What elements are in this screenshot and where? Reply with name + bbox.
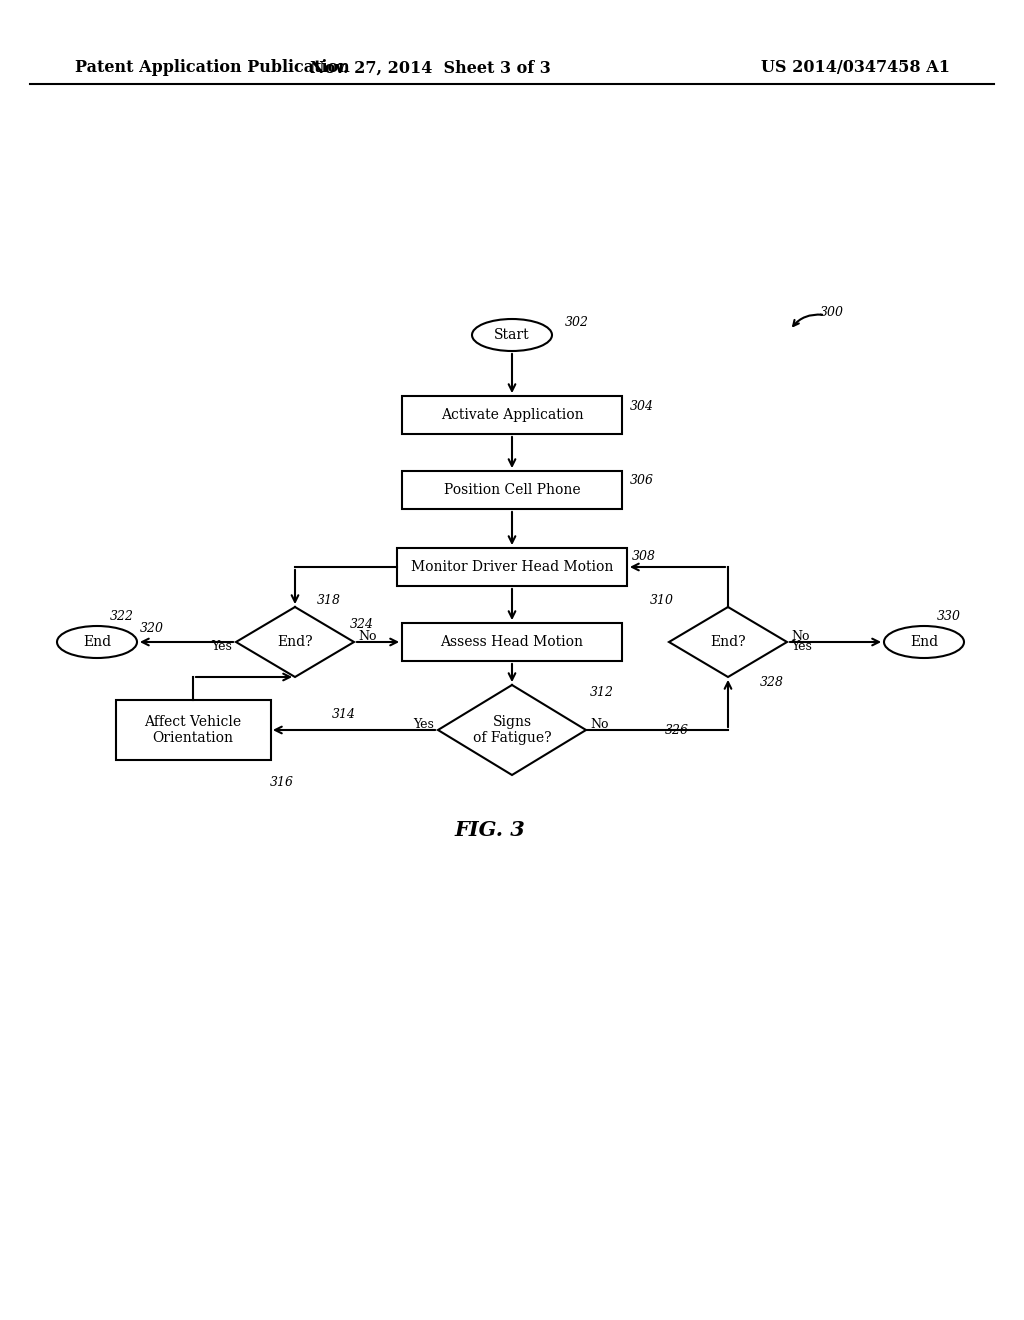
Bar — [402, 471, 622, 510]
Text: 316: 316 — [270, 776, 294, 789]
Ellipse shape — [472, 319, 552, 351]
Bar — [402, 623, 622, 661]
Ellipse shape — [57, 626, 137, 657]
Text: 304: 304 — [630, 400, 654, 412]
Text: 308: 308 — [632, 549, 656, 562]
Text: 324: 324 — [350, 619, 374, 631]
Polygon shape — [669, 607, 787, 677]
Text: US 2014/0347458 A1: US 2014/0347458 A1 — [761, 59, 950, 77]
Text: End?: End? — [278, 635, 312, 649]
Text: 318: 318 — [317, 594, 341, 607]
Text: 302: 302 — [565, 317, 589, 330]
Text: Activate Application: Activate Application — [440, 408, 584, 422]
Text: Start: Start — [495, 327, 529, 342]
Bar — [402, 396, 622, 434]
Text: End?: End? — [711, 635, 745, 649]
Text: 310: 310 — [650, 594, 674, 607]
Text: 320: 320 — [140, 622, 164, 635]
Text: FIG. 3: FIG. 3 — [455, 820, 525, 840]
Text: No: No — [358, 630, 377, 643]
Text: 328: 328 — [760, 676, 784, 689]
Text: 314: 314 — [332, 708, 356, 721]
Bar — [397, 548, 627, 586]
Text: Yes: Yes — [413, 718, 434, 730]
Text: 306: 306 — [630, 474, 654, 487]
Text: 330: 330 — [937, 610, 961, 623]
Polygon shape — [438, 685, 586, 775]
Ellipse shape — [884, 626, 964, 657]
Text: 312: 312 — [590, 686, 614, 700]
Text: Assess Head Motion: Assess Head Motion — [440, 635, 584, 649]
Text: End: End — [83, 635, 111, 649]
Text: No: No — [791, 630, 810, 643]
Text: 322: 322 — [110, 610, 134, 623]
Text: Position Cell Phone: Position Cell Phone — [443, 483, 581, 498]
Text: 326: 326 — [665, 723, 689, 737]
Text: Patent Application Publication: Patent Application Publication — [75, 59, 350, 77]
Text: No: No — [590, 718, 608, 730]
Text: Signs
of Fatigue?: Signs of Fatigue? — [473, 715, 551, 744]
Text: End: End — [910, 635, 938, 649]
Text: Yes: Yes — [211, 639, 232, 652]
Text: Yes: Yes — [791, 639, 812, 652]
Text: Nov. 27, 2014  Sheet 3 of 3: Nov. 27, 2014 Sheet 3 of 3 — [309, 59, 550, 77]
Text: Monitor Driver Head Motion: Monitor Driver Head Motion — [411, 560, 613, 574]
Polygon shape — [236, 607, 354, 677]
Bar — [116, 700, 270, 760]
Text: Affect Vehicle
Orientation: Affect Vehicle Orientation — [144, 715, 242, 744]
Text: 300: 300 — [820, 305, 844, 318]
